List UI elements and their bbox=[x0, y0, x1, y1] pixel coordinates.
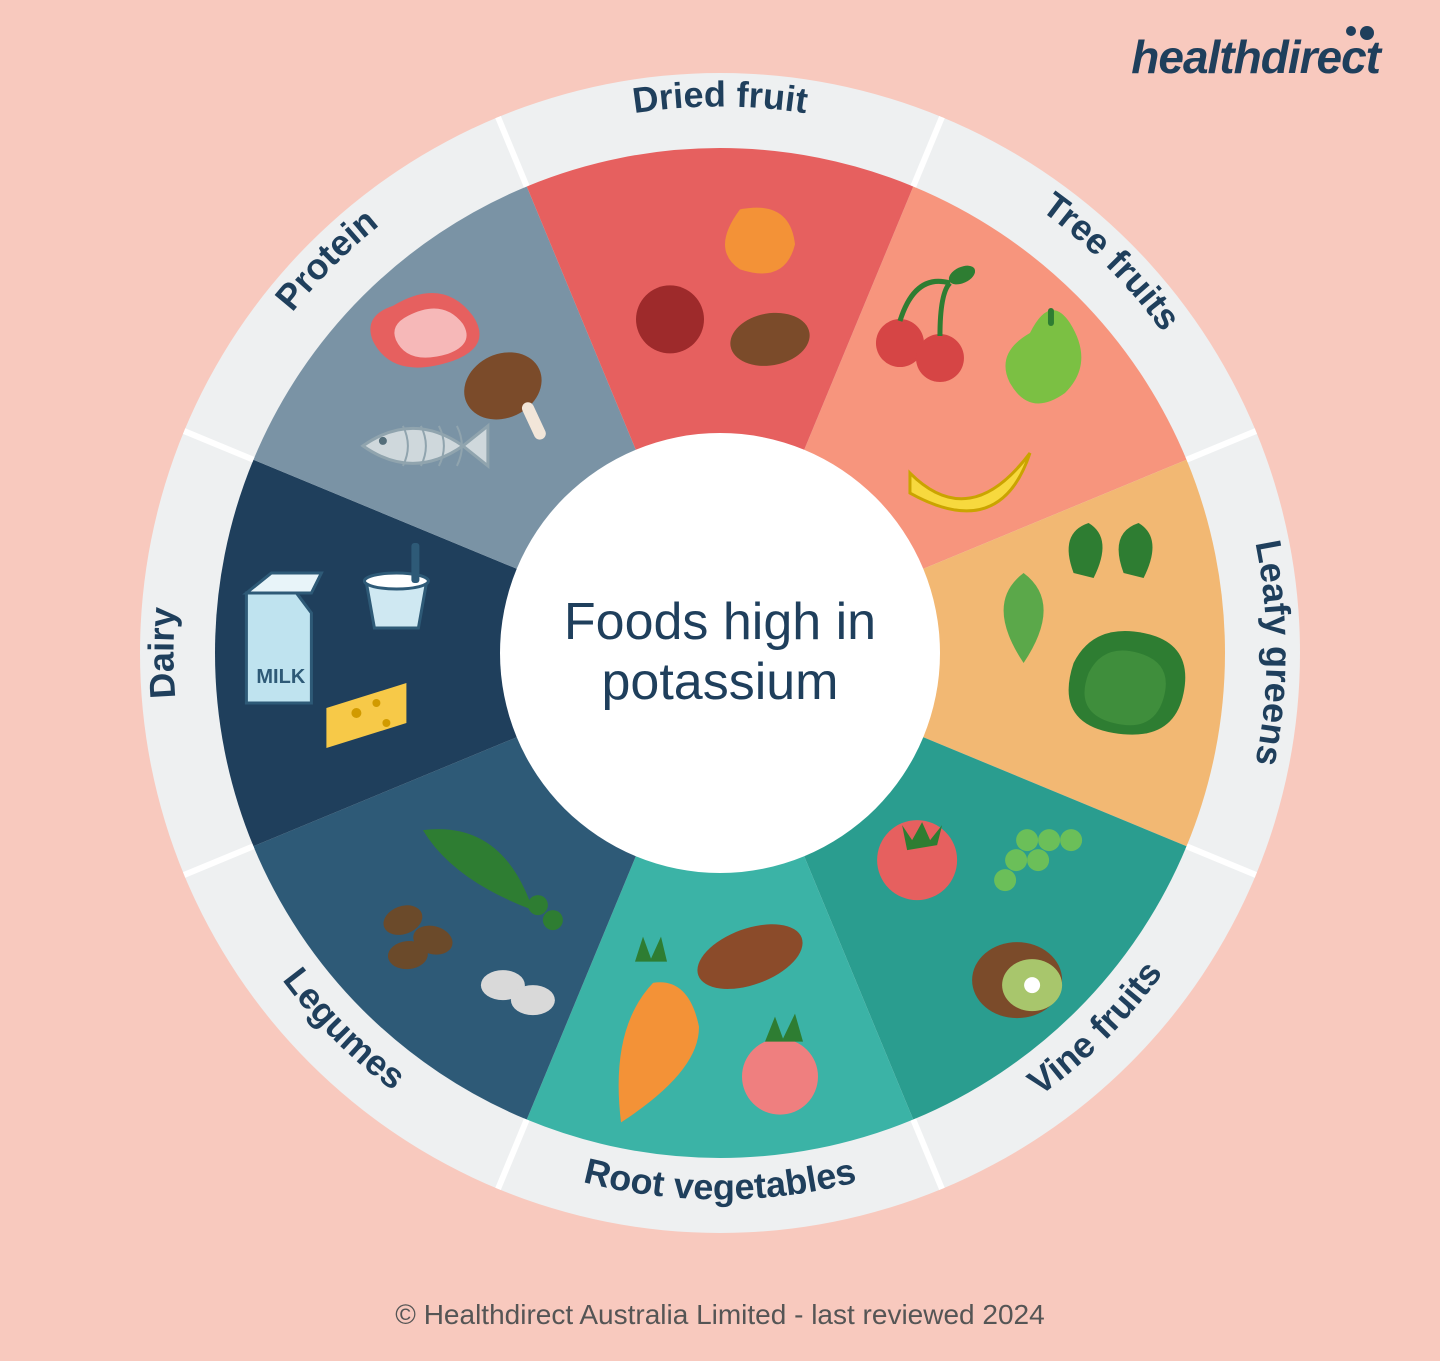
food-wheel: Tree fruitsLeafy greensVine fruitsRoot v… bbox=[100, 33, 1340, 1273]
logo-dots-icon bbox=[1346, 26, 1374, 40]
footer-text: © Healthdirect Australia Limited - last … bbox=[395, 1299, 1044, 1330]
infographic-canvas: healthdirect Tree fruitsLeafy greensVine… bbox=[0, 0, 1440, 1361]
center-circle bbox=[500, 433, 940, 873]
label-dairy: Dairy bbox=[140, 606, 183, 700]
svg-text:MILK: MILK bbox=[256, 666, 305, 688]
copyright-footer: © Healthdirect Australia Limited - last … bbox=[0, 1299, 1440, 1331]
